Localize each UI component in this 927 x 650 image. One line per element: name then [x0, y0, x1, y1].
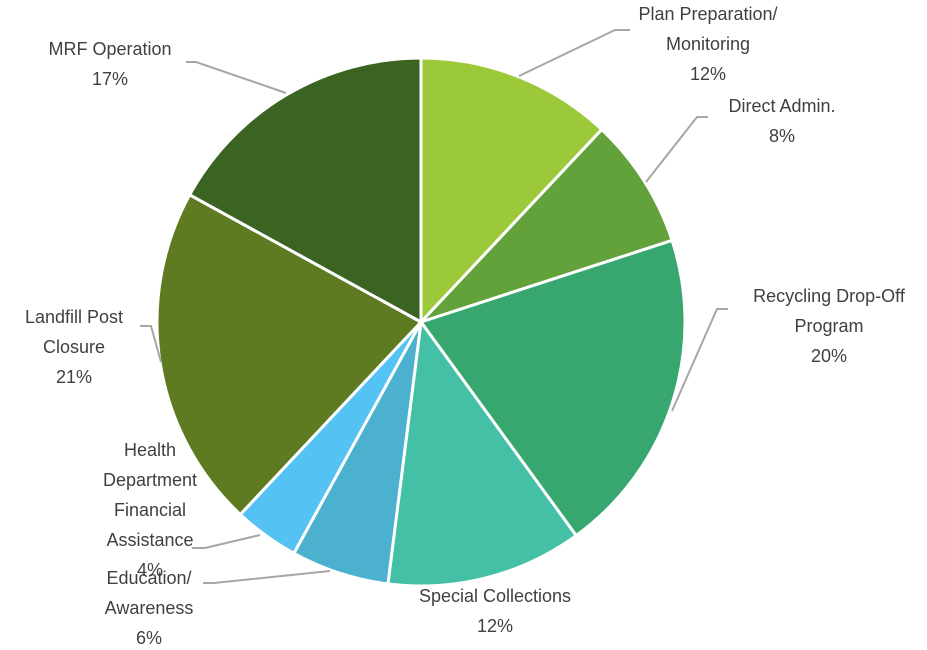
slice-label-line: Landfill Post — [25, 307, 123, 327]
slice-percent-label: 12% — [477, 616, 513, 636]
slice-label-line: Direct Admin. — [728, 96, 835, 116]
leader-line-8 — [186, 61, 287, 94]
slice-label-line: Program — [794, 316, 863, 336]
slice-label-line: Education/ — [106, 568, 191, 588]
slice-label-6: Health Department Financial Assistance 4% — [103, 440, 197, 580]
slice-label-line: Special Collections — [419, 586, 571, 606]
leader-line-2 — [645, 116, 708, 183]
slice-percent-label: 20% — [811, 346, 847, 366]
slice-label-3: Recycling Drop-Off Program 20% — [753, 286, 906, 366]
slice-label-1: Plan Preparation/Monitoring 12% — [638, 4, 777, 84]
slice-label-4: Special Collections 12% — [419, 586, 571, 636]
slice-labels: Plan Preparation/Monitoring 12%Direct Adm… — [25, 4, 906, 648]
slice-label-line: Department — [103, 470, 197, 490]
pie-slice-2 — [419, 127, 674, 324]
slice-label-7: Landfill Post Closure 21% — [25, 307, 123, 387]
leader-line-1 — [518, 29, 630, 77]
pie-slice-7 — [155, 192, 424, 517]
slice-label-5: Education/Awareness 6% — [105, 568, 194, 648]
pie-slice-4 — [386, 318, 579, 588]
slice-label-line: MRF Operation — [48, 39, 171, 59]
slice-label-2: Direct Admin. 8% — [728, 96, 835, 146]
slice-percent-label: 12% — [690, 64, 726, 84]
pie-slices — [155, 56, 687, 588]
slice-label-line: Awareness — [105, 598, 194, 618]
slice-label-line: Recycling Drop-Off — [753, 286, 906, 306]
slice-percent-label: 21% — [56, 367, 92, 387]
slice-percent-label: 6% — [136, 628, 162, 648]
slice-label-line: Plan Preparation/ — [638, 4, 777, 24]
leader-line-5 — [203, 570, 331, 584]
pie-slice-8 — [187, 56, 423, 325]
slice-label-line: Assistance — [106, 530, 193, 550]
slice-label-line: Financial — [114, 500, 186, 520]
slice-percent-label: 8% — [769, 126, 795, 146]
pie-slice-3 — [418, 238, 687, 538]
leader-line-7 — [140, 325, 162, 363]
leader-lines — [140, 29, 728, 584]
slice-label-line: Health — [124, 440, 176, 460]
slice-percent-label: 17% — [92, 69, 128, 89]
slice-percent-label: 4% — [137, 560, 163, 580]
slice-label-8: MRF Operation 17% — [48, 39, 171, 89]
leader-line-6 — [192, 534, 261, 549]
slice-label-line: Closure — [43, 337, 105, 357]
leader-line-3 — [671, 308, 728, 412]
pie-slice-1 — [419, 56, 604, 326]
slice-label-line: Monitoring — [666, 34, 750, 54]
